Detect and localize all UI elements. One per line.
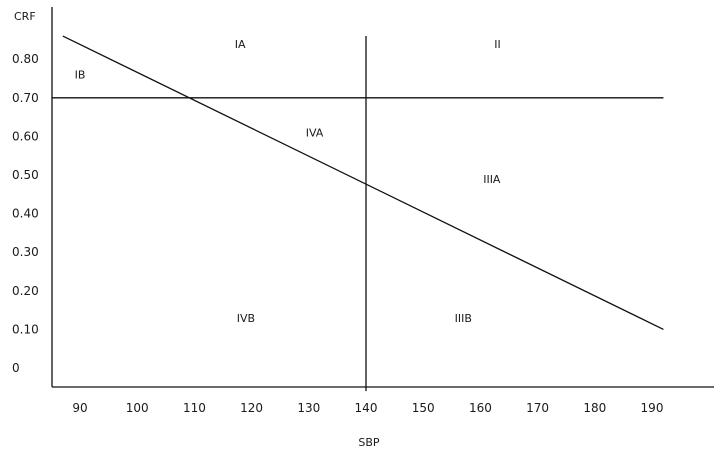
x-tick-label: 190 [641,401,664,415]
y-tick-label: 0.80 [12,52,39,66]
region-label: IIIA [483,173,501,186]
x-tick-label: 90 [72,401,87,415]
region-label: II [494,38,501,51]
y-tick-label: 0.20 [12,284,39,298]
region-label: IB [75,69,86,82]
y-tick-label: 0.40 [12,207,39,221]
x-tick-labels: 90 100 110 120 130 140 150 160 170 180 190 [72,401,663,415]
y-tick-label: 0 [12,361,20,375]
x-tick-label: 130 [297,401,320,415]
x-tick-label: 160 [469,401,492,415]
x-tick-label: 110 [183,401,206,415]
region-label: IVA [306,127,324,140]
x-axis-title: SBP [358,436,380,449]
x-tick-label: 170 [526,401,549,415]
y-tick-labels: 0.80 0.70 0.60 0.50 0.40 0.30 0.20 0.10 0 [12,52,39,375]
x-tick-label: 120 [240,401,263,415]
y-tick-label: 0.70 [12,91,39,105]
x-tick-label: 140 [355,401,378,415]
series [62,35,664,330]
region-label: IIIB [455,312,472,325]
series-line [62,35,664,330]
x-tick-label: 100 [126,401,149,415]
divider-lines [51,36,664,392]
axes [51,7,714,388]
y-tick-label: 0.50 [12,168,39,182]
x-tick-label: 150 [412,401,435,415]
region-label: IVB [237,312,255,325]
region-label: IA [235,38,246,51]
y-tick-label: 0.10 [12,322,39,336]
y-tick-label: 0.30 [12,245,39,259]
y-axis-title: CRF [14,10,36,23]
y-tick-label: 0.60 [12,129,39,143]
x-tick-label: 180 [583,401,606,415]
